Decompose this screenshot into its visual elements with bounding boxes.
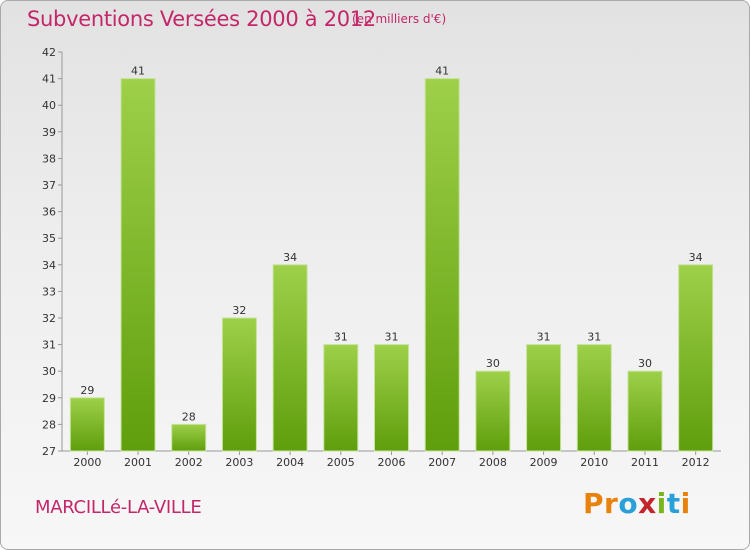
y-tick-label: 42 (42, 46, 56, 59)
bar (576, 344, 612, 452)
bar (424, 78, 460, 452)
bar-value-label: 30 (486, 357, 500, 370)
bar (678, 264, 714, 452)
logo-letter: i (680, 487, 691, 520)
y-tick-label: 33 (42, 285, 56, 298)
chart-labels: 29 2000 41 2001 28 2002 32 2003 34 2004 31 2005 31 20… (73, 65, 709, 469)
x-tick-label: 2010 (580, 456, 608, 469)
y-tick-label: 38 (42, 152, 56, 165)
logo-letter: o (618, 487, 639, 520)
bar-value-label: 31 (334, 331, 348, 344)
y-tick-label: 35 (42, 232, 56, 245)
proxiti-logo[interactable]: Proxiti (583, 487, 691, 520)
bar-value-label: 30 (638, 357, 652, 370)
chart-title: Subventions Versées 2000 à 2012 (27, 7, 376, 31)
y-tick-label: 28 (42, 418, 56, 431)
bar-value-label: 31 (537, 331, 551, 344)
bar-value-label: 34 (283, 251, 297, 264)
bar-value-label: 41 (131, 65, 145, 78)
bar-value-label: 32 (232, 304, 246, 317)
bar (627, 370, 663, 452)
bar (272, 264, 308, 452)
x-tick-label: 2012 (682, 456, 710, 469)
x-tick-label: 2001 (124, 456, 152, 469)
x-tick-label: 2003 (225, 456, 253, 469)
y-tick-label: 41 (42, 73, 56, 86)
bar-value-label: 34 (689, 251, 703, 264)
x-tick-label: 2004 (276, 456, 304, 469)
x-tick-label: 2007 (428, 456, 456, 469)
x-tick-label: 2008 (479, 456, 507, 469)
bar-value-label: 31 (587, 331, 601, 344)
x-tick-label: 2011 (631, 456, 659, 469)
y-tick-label: 27 (42, 445, 56, 458)
y-tick-label: 39 (42, 126, 56, 139)
logo-letter: i (656, 487, 667, 520)
logo-letter: P (583, 487, 605, 520)
bar (323, 344, 359, 452)
y-tick-label: 31 (42, 339, 56, 352)
logo-letter: r (604, 487, 619, 520)
y-tick-label: 40 (42, 99, 56, 112)
chart-unit: (en milliers d'€) (352, 12, 447, 26)
bar (69, 397, 105, 452)
y-tick-label: 29 (42, 392, 56, 405)
y-tick-label: 36 (42, 206, 56, 219)
bar-value-label: 41 (435, 65, 449, 78)
x-tick-label: 2006 (378, 456, 406, 469)
bar (374, 344, 409, 452)
y-tick-label: 30 (42, 365, 56, 378)
y-tick-label: 34 (42, 259, 56, 272)
commune-name: MARCILLé-LA-VILLE (35, 497, 202, 518)
bar-value-label: 31 (385, 331, 399, 344)
bar (526, 344, 562, 452)
logo-letter: t (666, 487, 681, 520)
y-tick-label: 32 (42, 312, 56, 325)
x-tick-label: 2002 (175, 456, 203, 469)
bar (120, 78, 156, 452)
bar-value-label: 29 (80, 384, 94, 397)
bar-value-label: 28 (182, 410, 196, 423)
chart-axes: 27 28 29 30 31 32 33 34 35 36 37 38 39 40 41 42 (42, 46, 721, 458)
chart-bars (69, 78, 714, 452)
x-tick-label: 2000 (73, 456, 101, 469)
y-tick-label: 37 (42, 179, 56, 192)
x-tick-label: 2005 (327, 456, 355, 469)
bar (475, 370, 511, 452)
x-tick-label: 2009 (530, 456, 558, 469)
logo-letter: x (638, 487, 657, 520)
bar (221, 317, 257, 452)
bar (171, 423, 207, 452)
